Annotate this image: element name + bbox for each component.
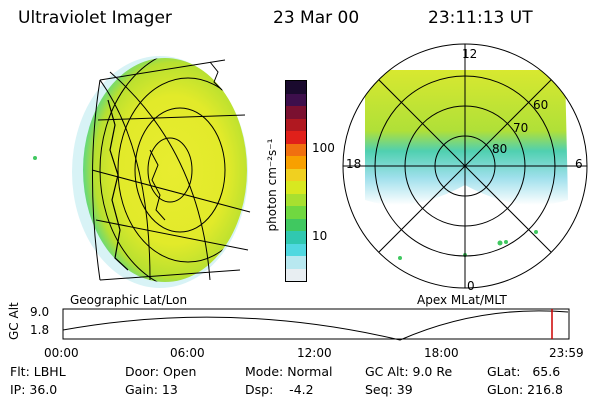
timeline-xtick-2359: 23:59 <box>549 346 584 360</box>
mlt-label-6: 6 <box>575 157 583 171</box>
status-flt: Flt: LBHL <box>10 364 66 379</box>
timeline-xtick-1200: 12:00 <box>297 346 332 360</box>
colorbar-tick-10: 10 <box>312 229 328 243</box>
geographic-caption: Geographic Lat/Lon <box>70 293 188 307</box>
polar-caption: Apex MLat/MLT <box>417 293 507 307</box>
timeline-ytick-1: 1.8 <box>30 323 50 337</box>
time-label: 23:11:13 UT <box>428 8 533 28</box>
lat-label-70: 70 <box>513 121 528 135</box>
status-gc-alt: GC Alt: 9.0 Re <box>365 364 453 379</box>
mlt-label-0: 0 <box>467 279 475 293</box>
lat-label-60: 60 <box>533 98 548 112</box>
geographic-map <box>33 56 251 288</box>
timeline-axis-label: GC Alt <box>7 302 21 340</box>
status-glat: GLat: 65.6 <box>487 364 561 379</box>
instrument-title: Ultraviolet Imager <box>18 8 172 28</box>
mlt-label-12: 12 <box>462 47 477 61</box>
status-dsp: Dsp: -4.2 <box>245 382 314 397</box>
timeline-xtick-0000: 00:00 <box>44 346 79 360</box>
timeline-ytick-9: 9.0 <box>30 305 50 319</box>
status-door: Door: Open <box>125 364 197 379</box>
timeline-xtick-1800: 18:00 <box>424 346 459 360</box>
status-seq: Seq: 39 <box>365 382 413 397</box>
timeline-xtick-0600: 06:00 <box>170 346 205 360</box>
colorbar-unit-label: photon cm⁻²s⁻¹ <box>265 138 279 232</box>
colorbar <box>285 80 307 282</box>
date-label: 23 Mar 00 <box>273 8 360 28</box>
polar-map: 12 18 6 0 60 70 80 <box>342 43 588 293</box>
mlt-label-18: 18 <box>346 157 361 171</box>
colorbar-tick-100: 100 <box>312 141 335 155</box>
status-ip: IP: 36.0 <box>10 382 58 397</box>
status-gain: Gain: 13 <box>125 382 178 397</box>
altitude-timeline <box>62 308 570 341</box>
status-glon: GLon: 216.8 <box>487 382 563 397</box>
status-mode: Mode: Normal <box>245 364 333 379</box>
lat-label-80: 80 <box>492 142 507 156</box>
